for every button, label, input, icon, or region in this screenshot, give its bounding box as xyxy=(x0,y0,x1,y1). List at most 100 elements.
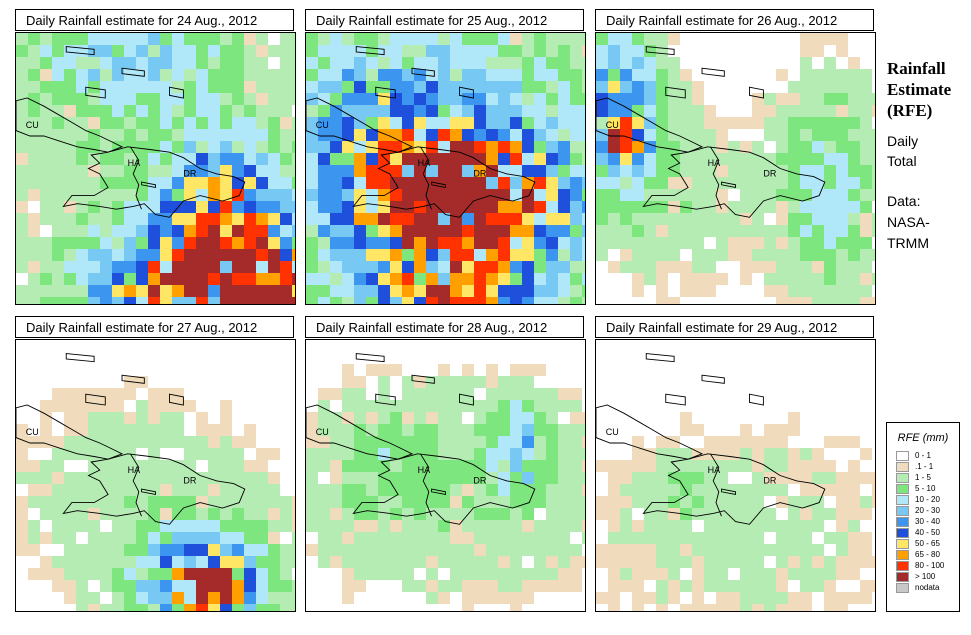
rainfall-cell xyxy=(306,225,318,237)
rainfall-cell xyxy=(256,141,268,153)
rainfall-cell xyxy=(860,117,872,129)
rainfall-cell xyxy=(800,189,812,201)
rainfall-cell xyxy=(704,105,716,117)
rainfall-cell xyxy=(474,225,486,237)
rainfall-cell xyxy=(800,237,812,249)
rainfall-cell xyxy=(474,424,486,436)
rainfall-cell xyxy=(318,165,330,177)
rainfall-cell xyxy=(558,580,570,592)
rainfall-cell xyxy=(582,424,585,436)
rainfall-cell xyxy=(172,45,184,57)
rainfall-cell xyxy=(40,153,52,165)
legend-label: 50 - 65 xyxy=(915,539,940,548)
rainfall-cell xyxy=(510,45,522,57)
rainfall-cell xyxy=(558,484,570,496)
rainfall-cell xyxy=(52,129,64,141)
rainfall-cell xyxy=(414,57,426,69)
rainfall-cell xyxy=(172,57,184,69)
rainfall-cell xyxy=(812,261,824,273)
rainfall-cell xyxy=(474,237,486,249)
rainfall-cell xyxy=(280,592,292,604)
rainfall-cell xyxy=(486,568,498,580)
rainfall-cell xyxy=(52,388,64,400)
rainfall-cell xyxy=(620,496,632,508)
rainfall-cell xyxy=(680,213,692,225)
rainfall-cell xyxy=(656,129,668,141)
rainfall-cell xyxy=(88,400,100,412)
rainfall-cell xyxy=(764,604,776,611)
rainfall-cell xyxy=(632,460,644,472)
rainfall-cell xyxy=(632,165,644,177)
rainfall-cell xyxy=(582,261,585,273)
rainfall-cell xyxy=(112,520,124,532)
rainfall-cell xyxy=(330,532,342,544)
rainfall-cell xyxy=(318,412,330,424)
rainfall-cell xyxy=(402,57,414,69)
rainfall-cell xyxy=(100,412,112,424)
rainfall-cell xyxy=(704,532,716,544)
rainfall-cell xyxy=(64,273,76,285)
rainfall-cell xyxy=(112,249,124,261)
rainfall-cell xyxy=(486,261,498,273)
rainfall-cell xyxy=(704,249,716,261)
rainfall-cell xyxy=(498,45,510,57)
rainfall-cell xyxy=(462,484,474,496)
rainfall-cell xyxy=(656,568,668,580)
rainfall-cell xyxy=(462,33,474,45)
rainfall-cell xyxy=(16,496,28,508)
rainfall-cell xyxy=(570,544,582,556)
rainfall-cell xyxy=(656,436,668,448)
rainfall-cell xyxy=(184,69,196,81)
rainfall-cell xyxy=(280,508,292,520)
rainfall-cell xyxy=(378,117,390,129)
rainfall-cell xyxy=(632,177,644,189)
rainfall-cell xyxy=(740,273,752,285)
rainfall-cell xyxy=(208,448,220,460)
rainfall-cell xyxy=(184,532,196,544)
rainfall-cell xyxy=(704,225,716,237)
rainfall-cell xyxy=(40,460,52,472)
rainfall-cell xyxy=(522,436,534,448)
rainfall-cell xyxy=(558,568,570,580)
rainfall-cell xyxy=(860,177,872,189)
rainfall-cell xyxy=(486,544,498,556)
rainfall-cell xyxy=(644,93,656,105)
rainfall-cell xyxy=(136,412,148,424)
rainfall-cell xyxy=(860,141,872,153)
rainfall-cell xyxy=(306,201,318,213)
rainfall-cell xyxy=(88,69,100,81)
rainfall-cell xyxy=(486,213,498,225)
rainfall-cell xyxy=(292,45,295,57)
rainfall-cell xyxy=(510,508,522,520)
rainfall-cell xyxy=(88,177,100,189)
rainfall-cell xyxy=(268,496,280,508)
rainfall-cell xyxy=(608,57,620,69)
rainfall-cell xyxy=(88,508,100,520)
rainfall-cell xyxy=(824,484,836,496)
rainfall-cell xyxy=(196,436,208,448)
rainfall-cell xyxy=(136,580,148,592)
rainfall-cell xyxy=(28,532,40,544)
rainfall-cell xyxy=(620,129,632,141)
rainfall-cell xyxy=(534,273,546,285)
rainfall-cell xyxy=(52,556,64,568)
rainfall-cell xyxy=(498,436,510,448)
rainfall-cell xyxy=(848,117,860,129)
rainfall-cell xyxy=(378,508,390,520)
rainfall-cell xyxy=(196,93,208,105)
rainfall-cell xyxy=(160,225,172,237)
rainfall-cell xyxy=(268,237,280,249)
rainfall-cell xyxy=(184,153,196,165)
rainfall-cell xyxy=(608,93,620,105)
rainfall-cell xyxy=(318,213,330,225)
rainfall-cell xyxy=(752,165,764,177)
rainfall-cell xyxy=(450,400,462,412)
rainfall-cell xyxy=(752,225,764,237)
islet-outline xyxy=(411,67,435,77)
rainfall-cell xyxy=(608,508,620,520)
rainfall-cell xyxy=(402,556,414,568)
rainfall-cell xyxy=(88,532,100,544)
rainfall-cell xyxy=(366,297,378,304)
rainfall-cell xyxy=(354,508,366,520)
rainfall-cell xyxy=(148,580,160,592)
